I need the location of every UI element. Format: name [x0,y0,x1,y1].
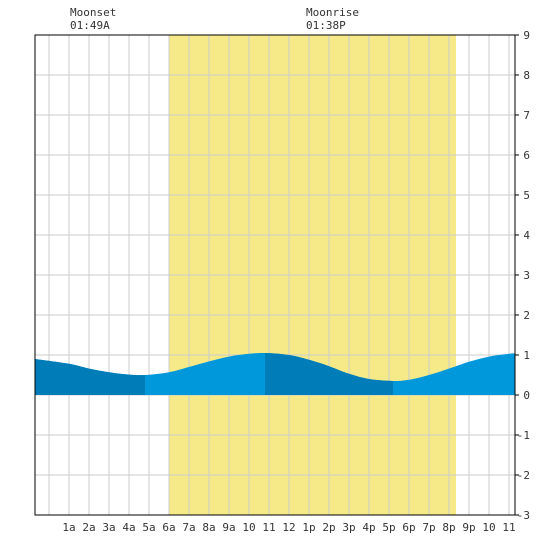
x-tick-label: 2p [322,521,335,534]
x-tick-label: 7p [422,521,435,534]
x-tick-label: 5p [382,521,395,534]
y-tick-label: 2 [523,309,530,322]
moonrise-time: 01:38P [306,19,346,32]
y-tick-label: -1 [517,429,530,442]
x-tick-label: 12 [282,521,295,534]
x-tick-label: 11 [262,521,275,534]
x-tick-label: 3p [342,521,355,534]
y-tick-label: 1 [523,349,530,362]
y-tick-label: 5 [523,189,530,202]
x-tick-label: 1a [62,521,75,534]
x-tick-label: 7a [182,521,195,534]
moonrise-label: Moonrise [306,6,359,19]
x-tick-label: 10 [482,521,495,534]
x-tick-label: 2a [82,521,95,534]
x-tick-label: 10 [242,521,255,534]
x-tick-label: 5a [142,521,155,534]
y-tick-label: 9 [523,29,530,42]
x-tick-label: 6a [162,521,175,534]
y-tick-label: -3 [517,509,530,522]
x-tick-label: 1p [302,521,315,534]
x-tick-label: 9a [222,521,235,534]
x-tick-label: 11 [502,521,515,534]
y-tick-label: 7 [523,109,530,122]
x-tick-label: 3a [102,521,115,534]
y-tick-label: 0 [523,389,530,402]
x-tick-label: 8p [442,521,455,534]
y-tick-label: -2 [517,469,530,482]
y-tick-label: 8 [523,69,530,82]
y-tick-label: 3 [523,269,530,282]
x-tick-label: 6p [402,521,415,534]
x-tick-label: 8a [202,521,215,534]
y-tick-label: 6 [523,149,530,162]
y-tick-label: 4 [523,229,530,242]
moonset-label: Moonset [70,6,116,19]
x-tick-label: 4p [362,521,375,534]
x-tick-label: 4a [122,521,135,534]
x-tick-label: 9p [462,521,475,534]
moonset-time: 01:49A [70,19,110,32]
